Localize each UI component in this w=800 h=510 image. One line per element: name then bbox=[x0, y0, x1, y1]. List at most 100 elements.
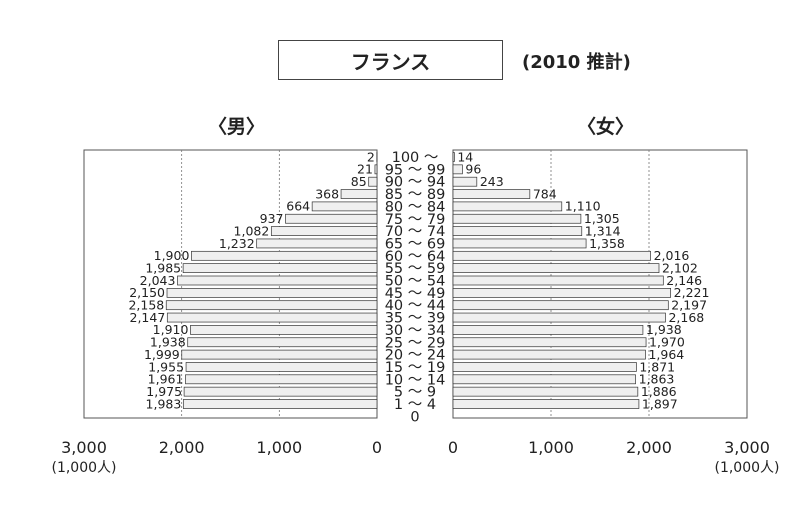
female-value-label: 96 bbox=[465, 162, 481, 177]
age-group-label: 95 〜 99 bbox=[385, 162, 446, 178]
female-axis-tick-label: 2,000 bbox=[626, 438, 672, 457]
male-bar bbox=[368, 176, 378, 187]
male-axis-tick-label: 2,000 bbox=[159, 438, 205, 457]
age-group-label: 45 〜 49 bbox=[385, 286, 446, 302]
male-axis-tick-label: 3,000 bbox=[61, 438, 107, 457]
age-group-label: 50 〜 54 bbox=[385, 274, 446, 290]
male-value-label: 2,150 bbox=[129, 285, 165, 300]
age-group-label: 100 〜 bbox=[392, 150, 439, 166]
female-bar bbox=[452, 189, 531, 199]
male-value-label: 2,043 bbox=[140, 273, 176, 288]
male-value-label: 1,985 bbox=[145, 260, 181, 275]
male-value-label: 21 bbox=[357, 162, 373, 177]
female-value-label: 2,168 bbox=[668, 310, 704, 325]
age-group-label: 80 〜 84 bbox=[385, 199, 446, 215]
female-bar bbox=[452, 152, 455, 162]
age-group-label: 85 〜 89 bbox=[385, 187, 446, 203]
female-bar bbox=[452, 300, 669, 311]
male-axis-tick-label: 0 bbox=[372, 438, 382, 457]
female-axis-unit: (1,000人) bbox=[714, 460, 779, 476]
male-bar bbox=[182, 263, 378, 273]
female-bar bbox=[452, 213, 582, 224]
male-bar bbox=[166, 312, 378, 323]
male-value-label: 1,910 bbox=[153, 322, 189, 337]
age-group-label: 10 〜 14 bbox=[385, 372, 446, 388]
male-bar bbox=[183, 386, 378, 397]
male-axis-unit: (1,000人) bbox=[51, 460, 116, 476]
male-value-label: 1,900 bbox=[154, 248, 190, 263]
male-bar bbox=[181, 349, 378, 360]
female-bar bbox=[452, 325, 644, 335]
age-group-label: 20 〜 24 bbox=[385, 348, 446, 364]
female-value-label: 1,871 bbox=[639, 359, 675, 374]
female-axis-tick-label: 3,000 bbox=[724, 438, 770, 457]
age-group-label: 5 〜 9 bbox=[394, 385, 436, 401]
age-group-label: 75 〜 79 bbox=[385, 212, 446, 228]
female-bar bbox=[452, 176, 478, 187]
male-value-label: 937 bbox=[260, 211, 284, 226]
female-bar bbox=[452, 288, 672, 298]
female-bar bbox=[452, 226, 583, 236]
male-value-label: 1,975 bbox=[146, 384, 182, 399]
female-value-label: 1,305 bbox=[584, 211, 620, 226]
female-value-label: 2,102 bbox=[662, 260, 698, 275]
male-value-label: 2,158 bbox=[128, 298, 164, 313]
male-bar bbox=[190, 325, 378, 335]
male-value-label: 1,961 bbox=[148, 372, 184, 387]
male-bar bbox=[285, 213, 378, 224]
male-value-label: 85 bbox=[351, 174, 367, 189]
female-bar bbox=[452, 201, 563, 212]
female-value-label: 1,897 bbox=[642, 396, 678, 411]
female-axis-tick-label: 0 bbox=[448, 438, 458, 457]
male-value-label: 1,232 bbox=[219, 236, 255, 251]
female-value-label: 2,016 bbox=[654, 248, 690, 263]
female-bar bbox=[452, 164, 463, 175]
female-value-label: 14 bbox=[457, 149, 473, 164]
female-value-label: 1,358 bbox=[589, 236, 625, 251]
female-axis-tick-label: 1,000 bbox=[528, 438, 574, 457]
female-value-label: 1,938 bbox=[646, 322, 682, 337]
male-bar bbox=[182, 399, 378, 409]
male-value-label: 368 bbox=[315, 186, 339, 201]
male-bar bbox=[311, 201, 378, 212]
male-value-label: 1,938 bbox=[150, 335, 186, 350]
estimate-note: (2010 推計) bbox=[522, 52, 631, 73]
female-bar bbox=[452, 250, 651, 261]
female-bar bbox=[452, 275, 664, 286]
male-bar bbox=[270, 226, 378, 236]
female-value-label: 1,110 bbox=[565, 199, 601, 214]
male-value-label: 664 bbox=[286, 199, 310, 214]
female-bar bbox=[452, 263, 660, 273]
female-value-label: 1,886 bbox=[641, 384, 677, 399]
chart-title: フランス bbox=[278, 40, 503, 80]
age-group-label: 25 〜 29 bbox=[385, 335, 446, 351]
female-bar bbox=[452, 362, 637, 372]
male-bar bbox=[374, 164, 378, 175]
age-group-label: 55 〜 59 bbox=[385, 261, 446, 277]
female-bar bbox=[452, 337, 647, 348]
female-value-label: 1,863 bbox=[639, 372, 675, 387]
female-bar bbox=[452, 386, 639, 397]
male-value-label: 2 bbox=[367, 149, 375, 164]
male-value-label: 1,983 bbox=[146, 396, 182, 411]
female-value-label: 2,221 bbox=[674, 285, 710, 300]
female-bar bbox=[452, 238, 587, 249]
female-value-label: 2,197 bbox=[671, 298, 707, 313]
male-value-label: 2,147 bbox=[130, 310, 166, 325]
male-bar bbox=[185, 362, 378, 372]
female-value-label: 1,970 bbox=[649, 335, 685, 350]
male-bar bbox=[185, 374, 378, 385]
male-bar bbox=[340, 189, 378, 199]
female-value-label: 2,146 bbox=[666, 273, 702, 288]
age-group-label: 15 〜 19 bbox=[385, 360, 446, 376]
male-value-label: 1,082 bbox=[234, 223, 270, 238]
female-value-label: 1,964 bbox=[648, 347, 684, 362]
female-label: 〈女〉 bbox=[577, 116, 635, 138]
age-group-label: 40 〜 44 bbox=[385, 298, 446, 314]
male-bar bbox=[177, 275, 378, 286]
female-bar bbox=[452, 312, 666, 323]
female-value-label: 243 bbox=[480, 174, 504, 189]
age-group-label: 1 〜 4 bbox=[394, 397, 436, 413]
age-group-label: 0 bbox=[410, 409, 419, 425]
